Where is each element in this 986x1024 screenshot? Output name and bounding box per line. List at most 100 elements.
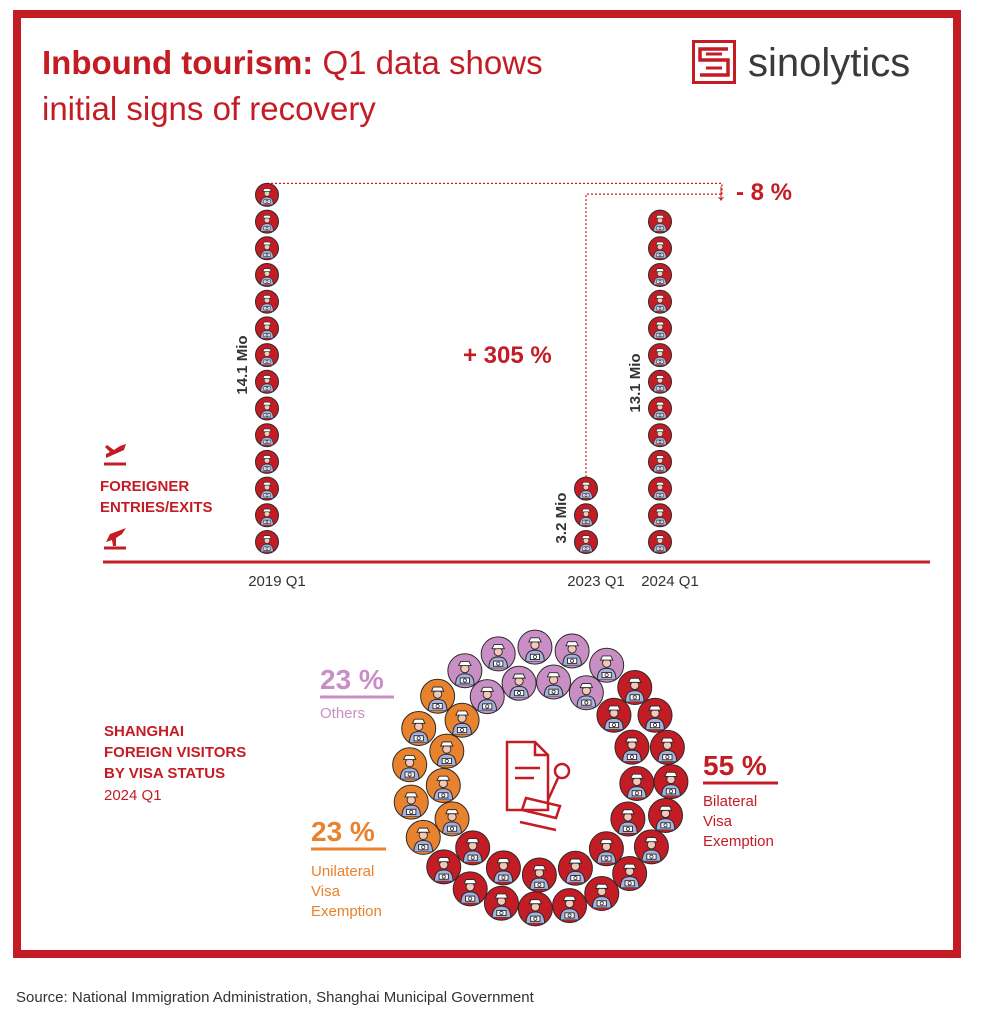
logo: sinolytics: [692, 38, 952, 90]
bilateral-name-line1: Bilateral: [703, 793, 757, 810]
logo-text: sinolytics: [748, 41, 911, 85]
bar-value-label: 3.2 Mio: [553, 493, 570, 544]
donut-person-icon: [480, 636, 516, 672]
donut-person-icon: [517, 629, 553, 665]
bar-value-label: 14.1 Mio: [234, 335, 251, 394]
bar-icon: [574, 503, 598, 528]
bar-icon: [648, 343, 672, 368]
donut-person-icon: [619, 765, 655, 801]
bar-icon: [255, 369, 279, 394]
category-labels: 2019 Q1 2023 Q1 2024 Q1: [248, 573, 699, 590]
donut-person-icon: [444, 702, 480, 738]
bilateral-name-line3: Exemption: [703, 833, 774, 850]
bar-icon: [255, 396, 279, 421]
bar-icon: [255, 423, 279, 448]
bar-icon: [255, 289, 279, 314]
bar-value-label: 13.1 Mio: [627, 353, 644, 412]
donut-person-icon: [584, 876, 620, 912]
bar-icon: [255, 530, 279, 554]
donut-person-icon: [455, 830, 491, 866]
unilateral-name-line1: Unilateral: [311, 863, 374, 880]
donut-person-icon: [649, 729, 685, 765]
donut-person-icon: [633, 829, 669, 865]
donut-person-icon: [536, 664, 572, 700]
bar-icon: [255, 209, 279, 234]
bar-icon: [648, 396, 672, 421]
donut-person-icon: [568, 675, 604, 711]
bar-icon: [255, 236, 279, 261]
donut-person-icon: [648, 798, 684, 834]
logo-mark-icon: [692, 40, 736, 84]
change-305-label: + 305 %: [463, 342, 552, 369]
donut-person-icon: [517, 891, 553, 927]
value-labels: 14.1 Mio 3.2 Mio 13.1 Mio: [234, 335, 644, 543]
bar-icon: [255, 263, 279, 287]
donut-label-line2: FOREIGN VISITORS: [104, 744, 246, 761]
donut-person-icon: [637, 697, 673, 733]
bar-icon: [648, 236, 672, 261]
others-pct: 23 %: [320, 664, 384, 695]
donut-period: 2024 Q1: [104, 787, 162, 804]
bar-icon: [648, 449, 672, 474]
bar-icon: [255, 503, 279, 528]
bar-icon: [648, 209, 672, 234]
donut-person-icon: [552, 888, 588, 924]
donut-person-icon: [393, 784, 429, 820]
bar-icon: [255, 449, 279, 474]
donut-person-icon: [447, 653, 483, 689]
bar-icon: [648, 263, 672, 287]
stamped-document-icon: [505, 740, 571, 832]
bilateral-name-line2: Visa: [703, 813, 733, 830]
donut-person-icon: [610, 801, 646, 837]
others-name: Others: [320, 705, 365, 722]
donut-person-icon: [501, 665, 537, 701]
bar-icon: [648, 476, 672, 501]
bar-icon: [574, 530, 598, 554]
visa-status-donut: SHANGHAI FOREIGN VISITORS BY VISA STATUS…: [104, 629, 778, 927]
bar-icon: [255, 343, 279, 368]
donut-person-icon: [483, 885, 519, 921]
plane-landing-icon: [104, 444, 126, 466]
donut-ring: [392, 629, 689, 927]
donut-label-line3: BY VISA STATUS: [104, 765, 225, 782]
donut-person-icon: [589, 647, 625, 683]
red-frame: [13, 10, 961, 958]
donut-person-icon: [401, 710, 437, 746]
bar-icon: [648, 423, 672, 448]
entries-bar-chart: 2019 Q1 2023 Q1 2024 Q1 14.1 Mio 3.2 Mio 13.…: [100, 179, 930, 590]
bar-icon: [648, 289, 672, 314]
plane-takeoff-icon: [104, 528, 126, 550]
bar-icon: [574, 476, 598, 501]
donut-person-icon: [434, 801, 470, 837]
bar-category-label: 2024 Q1: [641, 573, 699, 590]
unilateral-name-line3: Exemption: [311, 903, 382, 920]
donut-label-line1: SHANGHAI: [104, 723, 184, 740]
change-minus-8-label: - 8 %: [736, 179, 792, 206]
bar-icon: [648, 503, 672, 528]
donut-person-icon: [612, 855, 648, 891]
bar-icon: [648, 369, 672, 394]
unilateral-name-line2: Visa: [311, 883, 341, 900]
bar-icon: [255, 476, 279, 501]
bar-section-label-line2: ENTRIES/EXITS: [100, 499, 213, 516]
donut-person-icon: [425, 768, 461, 804]
bar-columns: [255, 182, 672, 554]
title-line1-rest: Q1 data shows: [313, 44, 543, 81]
title-bold: Inbound tourism:: [42, 44, 314, 81]
bar-icon: [255, 316, 279, 341]
donut-person-icon: [485, 850, 521, 886]
bar-category-label: 2019 Q1: [248, 573, 306, 590]
bar-category-label: 2023 Q1: [567, 573, 625, 590]
bilateral-pct: 55 %: [703, 750, 767, 781]
donut-person-icon: [557, 850, 593, 886]
unilateral-pct: 23 %: [311, 816, 375, 847]
donut-person-icon: [405, 819, 441, 855]
change-arrow-icon: ↓: [715, 179, 727, 206]
guide-2023-line: [585, 193, 722, 478]
guide-2019-line: [267, 182, 723, 196]
donut-person-icon: [521, 857, 557, 893]
bar-icon: [648, 316, 672, 341]
donut-person-icon: [614, 729, 650, 765]
donut-person-icon: [596, 697, 632, 733]
